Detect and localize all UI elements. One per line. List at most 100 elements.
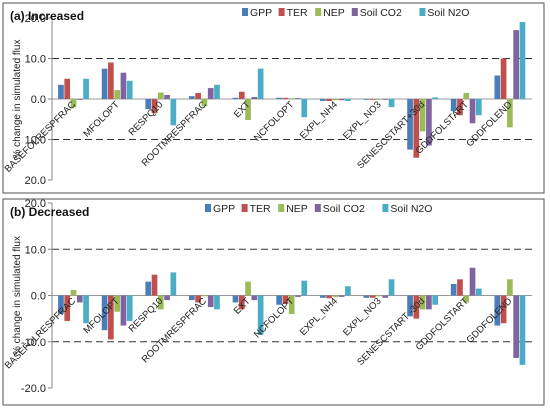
y-tick-label: 0.0 [31,291,46,303]
bar-gpp [58,295,64,314]
bar-nep [507,279,513,296]
legend-entry: GPP [250,7,272,19]
bar-gpp [319,295,326,298]
bar-soil-co2 [426,295,432,310]
legend-entry: Soil CO2 [360,7,402,19]
legend-swatch [278,204,285,212]
bar-soil-co2 [207,88,214,99]
bar-gpp [319,99,326,102]
bar-soil-n2o [388,279,395,296]
y-axis-title: % change in simulated flux [12,236,23,355]
chart-panel-a: 20.0 10.0 0.0 10.0 20.0 % change in simulated… [2,2,545,194]
bar-ter [238,295,245,310]
bar-ter [282,295,289,304]
bar-nep [245,281,251,296]
bar-nep [157,295,164,310]
bar-soil-n2o [301,99,308,118]
bar-gpp [232,295,239,303]
bar-soil-n2o [475,288,482,296]
bar-ter [64,78,71,99]
bar-nep [201,295,208,297]
bar-gpp [407,295,413,317]
bar-soil-n2o [519,295,526,365]
bar-nep [419,295,426,310]
bar-ter [326,295,332,299]
bar-ter [108,62,114,99]
bar-soil-co2 [76,295,83,303]
bar-nep [376,99,382,100]
bar-soil-n2o [214,84,220,99]
bar-gpp [450,283,457,296]
y-tick-label: 20.0 [25,13,46,25]
legend-entry: Soil CO2 [323,203,365,215]
bar-soil-co2 [251,96,258,99]
bar-ter [326,99,332,102]
bar-nep [507,99,513,128]
bar-soil-n2o [388,99,395,108]
bar-ter [108,295,114,340]
panel-title: (b) Decreased [10,205,89,219]
bar-ter [238,91,245,99]
bar-soil-co2 [164,295,170,301]
bar-soil-n2o [257,295,264,335]
y-tick-label: 20.0 [25,198,46,210]
bar-gpp [101,68,108,99]
legend-entry: Soil N2O [390,203,432,215]
y-tick-label: 10.0 [25,135,46,147]
bar-soil-n2o [475,99,482,116]
legend-swatch [278,8,285,16]
legend-swatch [382,204,389,212]
bar-nep [463,295,470,303]
panel-title: (a) Increased [10,9,84,23]
bar-gpp [494,295,501,326]
bar-gpp [145,99,152,110]
bar-soil-co2 [426,99,432,146]
bar-soil-co2 [76,99,83,100]
bar-soil-co2 [338,99,345,101]
bar-gpp [101,295,108,331]
bar-soil-co2 [382,295,389,298]
bar-ter [500,58,507,99]
bar-soil-n2o [257,68,264,99]
bar-ter [413,295,420,319]
bar-gpp [450,99,457,112]
bar-soil-co2 [469,99,476,124]
bar-soil-co2 [338,295,345,297]
bar-soil-n2o [432,97,439,99]
bar-soil-co2 [120,295,127,326]
bar-soil-n2o [519,22,526,99]
bar-soil-n2o [345,99,351,102]
bar-nep [288,295,295,314]
legend-entry: NEP [286,203,308,215]
bar-nep [376,295,382,297]
bar-ter [500,295,507,324]
bar-soil-co2 [382,99,389,100]
bar-nep [114,90,120,99]
bar-soil-co2 [513,295,520,358]
bar-soil-co2 [251,295,258,301]
panel-border [2,198,545,406]
bar-gpp [58,84,64,99]
legend-entry: GPP [213,203,235,215]
bar-soil-co2 [120,72,127,99]
panel-border [2,2,545,194]
legend-swatch [242,8,248,16]
y-axis-title: % change in simulated flux [12,40,23,159]
bar-gpp [232,97,239,99]
bar-gpp [494,75,501,99]
bar-ter [457,279,463,296]
y-tick-label: -20.0 [21,383,46,395]
bar-nep [70,289,77,296]
bar-soil-n2o [170,272,177,296]
bar-nep [70,99,77,108]
bar-gpp [276,295,282,305]
legend-swatch [205,204,211,212]
bar-soil-co2 [207,295,214,308]
legend-entry: TER [250,203,271,215]
bar-nep [157,92,164,99]
bar-gpp [189,96,195,99]
y-tick-label: 20.0 [25,175,46,187]
bar-soil-co2 [295,295,301,297]
bar-soil-n2o [301,280,308,296]
